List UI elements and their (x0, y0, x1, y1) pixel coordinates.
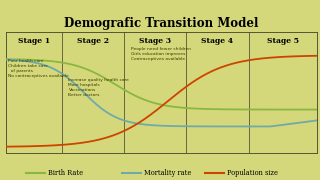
Text: Poor health care
Children take care
  of parents
No contraceptives available: Poor health care Children take care of p… (8, 59, 69, 78)
Text: Increase quality health care
More hospitals
Vaccinations
Better doctors: Increase quality health care More hospit… (68, 78, 129, 97)
Text: Stage 3: Stage 3 (139, 37, 172, 45)
Title: Demografic Transition Model: Demografic Transition Model (64, 17, 259, 30)
Text: Mortality rate: Mortality rate (144, 169, 191, 177)
Text: Stage 1: Stage 1 (18, 37, 50, 45)
Text: Birth Rate: Birth Rate (48, 169, 83, 177)
Text: Population size: Population size (227, 169, 278, 177)
Text: People need fewer children
Girls education improves
Contraceptives available: People need fewer children Girls educati… (131, 47, 191, 61)
Text: Stage 2: Stage 2 (77, 37, 109, 45)
Text: Stage 5: Stage 5 (267, 37, 299, 45)
Text: Stage 4: Stage 4 (201, 37, 234, 45)
